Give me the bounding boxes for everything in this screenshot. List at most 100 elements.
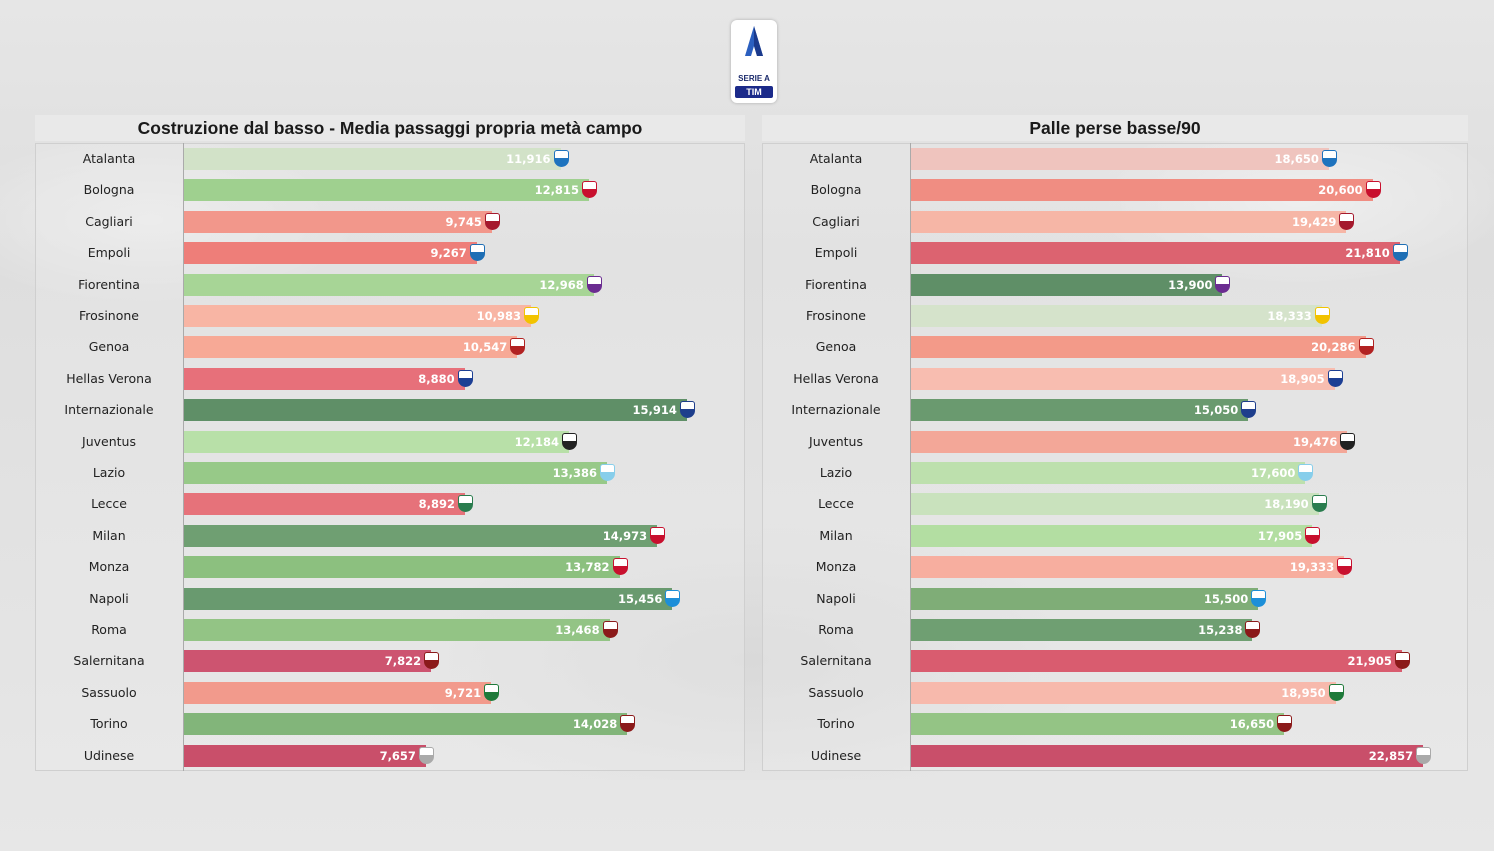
bar <box>184 556 620 579</box>
category-label: Milan <box>92 527 126 543</box>
bar <box>911 650 1402 673</box>
serie-a-logo-icon <box>745 26 763 56</box>
team-crest-icon <box>510 338 526 356</box>
bar-row: Fiorentina 13,900 <box>762 269 1468 300</box>
bar-row: Genoa 10,547 <box>35 331 745 362</box>
category-label: Sassuolo <box>81 684 137 700</box>
data-label: 21,810 <box>1345 246 1390 261</box>
data-label: 13,782 <box>565 560 610 575</box>
bar <box>911 210 1347 233</box>
bar-row: Udinese 22,857 <box>762 740 1468 771</box>
bar-row: Bologna 20,600 <box>762 174 1468 205</box>
bar <box>184 399 687 422</box>
bar-row: Internazionale 15,914 <box>35 394 745 425</box>
data-label: 13,900 <box>1168 277 1213 292</box>
team-crest-icon <box>1215 275 1231 293</box>
data-label: 7,657 <box>379 748 416 763</box>
category-label: Genoa <box>815 339 857 355</box>
category-label: Frosinone <box>79 308 139 323</box>
bar <box>911 681 1336 704</box>
team-crest-icon <box>1305 526 1321 544</box>
category-label: Torino <box>90 716 128 732</box>
bar-row: Lazio 17,600 <box>762 457 1468 488</box>
data-label: 14,973 <box>602 528 648 543</box>
category-label: Bologna <box>83 182 135 198</box>
bar-row: Atalanta 18,650 <box>762 143 1468 174</box>
bar-row: Hellas Verona 8,880 <box>35 363 745 394</box>
serie-a-logo-sponsor: TIM <box>735 86 773 98</box>
bar <box>911 524 1313 547</box>
category-label: Fiorentina <box>78 276 140 292</box>
category-label: Juventus <box>82 433 136 449</box>
bar <box>911 462 1306 484</box>
team-crest-icon <box>1277 715 1293 733</box>
team-crest-icon <box>1416 746 1432 764</box>
bar <box>184 493 465 516</box>
data-label: 11,916 <box>506 152 551 166</box>
team-crest-icon <box>424 652 440 670</box>
data-label: 17,600 <box>1250 466 1296 480</box>
serie-a-logo: SERIE A TIM <box>731 20 777 103</box>
bar-row: Roma 15,238 <box>762 614 1468 645</box>
bar-row: Monza 13,782 <box>35 551 745 582</box>
bar <box>184 367 465 390</box>
bar-row: Salernitana 7,822 <box>35 645 745 676</box>
team-crest-icon <box>457 495 473 513</box>
bar <box>184 336 518 359</box>
category-label: Cagliari <box>85 213 133 229</box>
bar-row: Atalanta 11,916 <box>35 143 745 174</box>
team-crest-icon <box>1298 464 1314 481</box>
team-crest-icon <box>581 181 597 199</box>
data-label: 8,892 <box>418 497 455 512</box>
bar-row: Cagliari 9,745 <box>35 206 745 237</box>
category-label: Internazionale <box>791 402 881 418</box>
category-label: Genoa <box>88 339 130 355</box>
data-label: 15,238 <box>1198 623 1243 637</box>
data-label: 13,468 <box>555 623 600 637</box>
data-label: 8,880 <box>418 371 455 386</box>
category-label: Monza <box>815 559 857 575</box>
bar <box>184 587 673 610</box>
category-label: Atalanta <box>809 151 863 166</box>
category-label: Napoli <box>816 590 856 606</box>
bar-row: Bologna 12,815 <box>35 174 745 205</box>
bar <box>911 430 1348 453</box>
bar-row: Torino 14,028 <box>35 708 745 739</box>
team-crest-icon <box>599 464 615 481</box>
team-crest-icon <box>1358 338 1374 356</box>
category-label: Hellas Verona <box>793 370 879 386</box>
bar-row: Napoli 15,500 <box>762 583 1468 614</box>
bar <box>911 399 1249 422</box>
team-crest-icon <box>524 307 540 324</box>
category-label: Internazionale <box>64 402 154 418</box>
category-label: Empoli <box>87 245 131 261</box>
bar-row: Cagliari 19,429 <box>762 206 1468 237</box>
team-crest-icon <box>1314 307 1330 324</box>
bar <box>184 619 610 641</box>
team-crest-icon <box>612 558 628 576</box>
bar <box>911 242 1400 265</box>
data-label: 20,286 <box>1311 340 1356 355</box>
category-label: Lecce <box>91 496 127 512</box>
data-label: 10,547 <box>462 340 508 355</box>
bar-row: Milan 14,973 <box>35 520 745 551</box>
team-crest-icon <box>1337 558 1353 576</box>
data-label: 18,190 <box>1264 497 1309 512</box>
team-crest-icon <box>1392 244 1408 262</box>
data-label: 12,968 <box>539 277 584 292</box>
data-label: 21,905 <box>1347 654 1392 669</box>
bar <box>184 681 492 704</box>
team-crest-icon <box>484 212 500 230</box>
bar <box>911 179 1373 202</box>
bar <box>911 556 1345 579</box>
bar-row: Empoli 21,810 <box>762 237 1468 268</box>
team-crest-icon <box>1251 589 1267 607</box>
team-crest-icon <box>1365 181 1381 199</box>
team-crest-icon <box>665 589 681 607</box>
bar <box>184 305 532 327</box>
bar-row: Salernitana 21,905 <box>762 645 1468 676</box>
team-crest-icon <box>1327 369 1343 387</box>
team-crest-icon <box>1321 150 1337 167</box>
bar-row: Sassuolo 18,950 <box>762 677 1468 708</box>
category-label: Milan <box>819 527 853 543</box>
